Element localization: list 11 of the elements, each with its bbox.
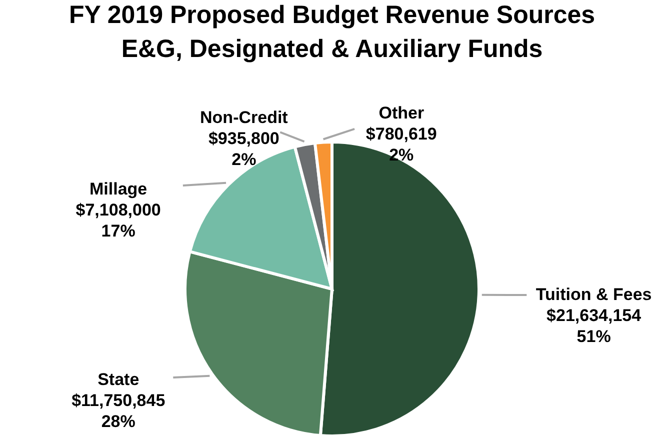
data-label: $935,800 2% [208, 129, 280, 170]
slice-label: Non-Credit [200, 108, 288, 128]
chart-title: FY 2019 Proposed Budget Revenue Sources E&G, Designated & Auxiliary Funds [68, 1, 596, 63]
slice-label: Tuition & Fees [536, 285, 652, 304]
data-label: $21,634,154 51% [546, 306, 642, 346]
data-label: $11,750,845 28% [72, 390, 166, 431]
data-label: $7,108,000 17% [76, 200, 161, 240]
slice-label: Other [378, 103, 424, 122]
slice-label: State [98, 370, 140, 389]
data-label: $780,619 2% [366, 124, 437, 164]
slice-label: Millage [90, 179, 148, 198]
